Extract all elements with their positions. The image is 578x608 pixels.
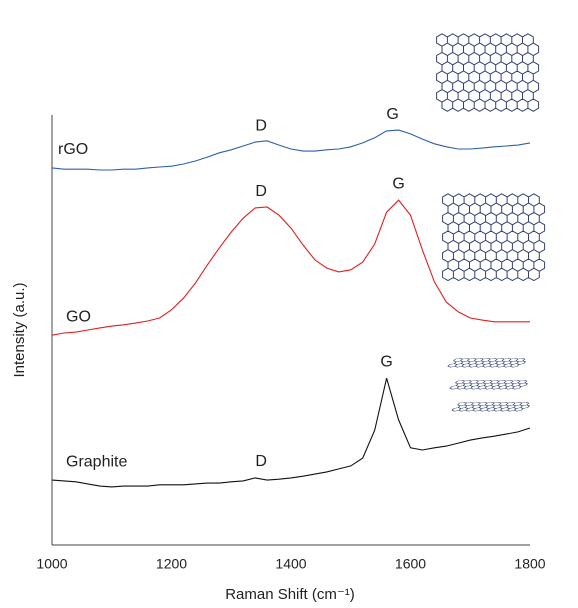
structure-icons [437, 34, 545, 411]
x-tick-label: 1000 [36, 556, 67, 572]
line-series [52, 378, 530, 487]
peak-label: D [255, 117, 267, 134]
series-label: rGO [58, 141, 88, 158]
x-tick-label: 1600 [395, 556, 426, 572]
line-series [52, 130, 530, 170]
peak-label: G [380, 353, 392, 370]
series-label: Graphite [66, 453, 127, 470]
graphite-layer [451, 402, 533, 411]
peak-label: G [386, 106, 398, 123]
peak-label: D [255, 183, 267, 200]
x-tick-label: 1400 [275, 556, 306, 572]
x-tick-label: 1800 [514, 556, 545, 572]
x-tick-label: 1200 [156, 556, 187, 572]
peak-label: D [255, 453, 267, 470]
rgo-structure [437, 34, 539, 112]
y-axis-title: Intensity (a.u.) [11, 282, 28, 377]
graphite-layer [449, 380, 531, 389]
go-structure [443, 194, 545, 281]
graphite-layer [447, 358, 529, 367]
series-label: GO [66, 308, 91, 325]
x-axis-title: Raman Shift (cm⁻¹) [225, 586, 355, 603]
chart: Raman Shift (cm⁻¹) Intensity (a.u.) 1000… [0, 0, 578, 608]
peak-label: G [392, 175, 404, 192]
